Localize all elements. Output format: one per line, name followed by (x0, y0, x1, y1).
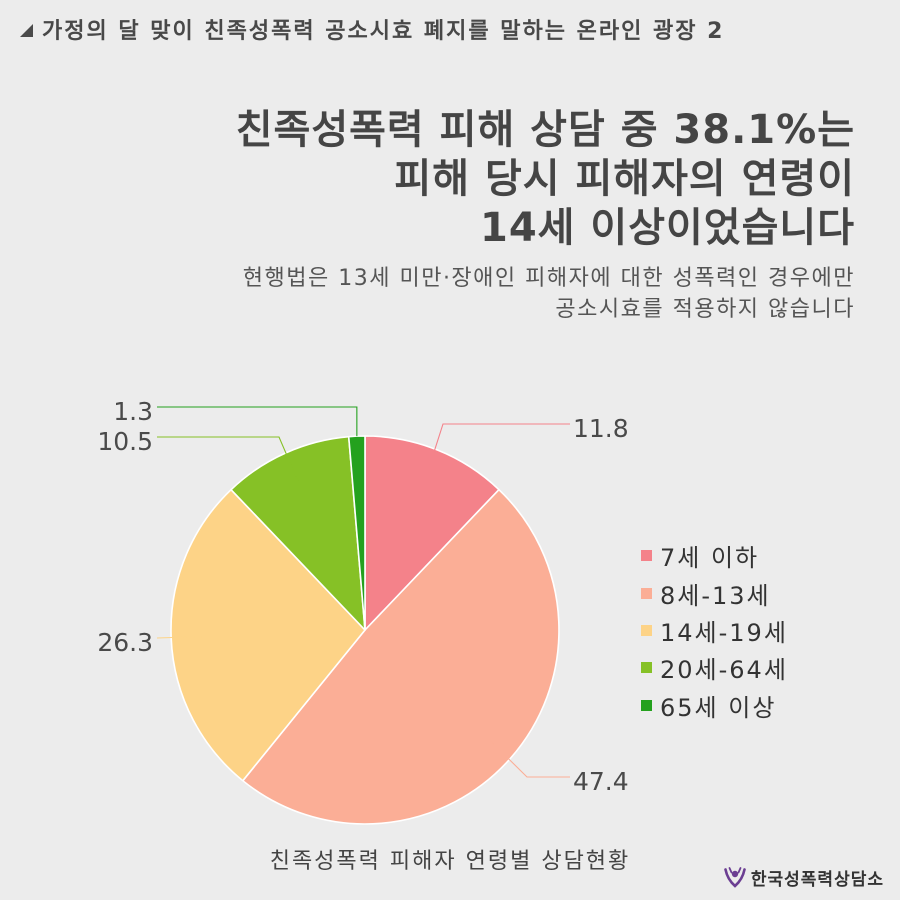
subheadline: 현행법은 13세 미만·장애인 피해자에 대한 성폭력인 경우에만 공소시효를 … (243, 263, 855, 325)
legend-item-age-14-to-19: 14세-19세 (641, 612, 788, 649)
leader-line-age-14-to-19 (156, 635, 205, 639)
legend-swatch-age-20-to-64 (641, 662, 652, 674)
data-labels: 11.8 47.4 26.3 10.5 1.3 (97, 397, 628, 796)
chart-legend: 7세 이하 8세-13세 14세-19세 20세-64세 65세 이상 (641, 537, 788, 724)
legend-item-age-8-to-13: 8세-13세 (641, 574, 788, 611)
headline-line-3: 14세 이상이었습니다 (480, 205, 855, 251)
legend-swatch-age-65-and-over (641, 699, 652, 711)
legend-label-age-65-and-over: 65세 이상 (660, 693, 777, 722)
leader-lines (156, 406, 570, 778)
data-label-age-20-to-64: 10.5 (97, 427, 153, 456)
headline-line-2: 피해 당시 피해자의 연령이 (394, 156, 855, 202)
pie-chart: 11.8 47.4 26.3 10.5 1.3 (97, 397, 629, 825)
legend-swatch-age-14-to-19 (641, 624, 652, 636)
organization-name: 한국성폭력상담소 (750, 869, 884, 890)
leader-line-age-65-and-over (157, 406, 358, 437)
data-label-age-65-and-over: 1.3 (113, 397, 153, 426)
chart-caption: 친족성폭력 피해자 연령별 상담현황 (269, 849, 631, 874)
headline-line-1: 친족성폭력 피해 상담 중 38.1%는 (235, 107, 855, 153)
leader-line-age-20-to-64 (157, 436, 300, 484)
pie-slice-age-8-to-13 (242, 488, 560, 825)
legend-swatch-age-7-and-under (641, 550, 652, 562)
subheadline-line-2: 공소시효를 적용하지 않습니다 (555, 297, 855, 322)
legend-item-age-20-to-64: 20세-64세 (641, 649, 788, 686)
series-header: 가정의 달 맞이 친족성폭력 공소시효 폐지를 말하는 온라인 광장 2 (20, 14, 724, 44)
data-label-age-8-to-13: 47.4 (573, 767, 629, 796)
leader-line-age-8-to-13 (485, 735, 570, 778)
pie-slice-age-7-and-under (364, 435, 500, 631)
pie-slices (170, 435, 560, 825)
subheadline-line-1: 현행법은 13세 미만·장애인 피해자에 대한 성폭력인 경우에만 (242, 266, 855, 291)
counseling-center-logo-icon (723, 866, 747, 888)
legend-item-age-7-and-under: 7세 이하 (641, 537, 788, 574)
legend-label-age-8-to-13: 8세-13세 (660, 581, 771, 610)
series-header-text: 가정의 달 맞이 친족성폭력 공소시효 폐지를 말하는 온라인 광장 2 (42, 19, 725, 44)
data-label-age-14-to-19: 26.3 (97, 628, 153, 657)
legend-swatch-age-8-to-13 (641, 587, 652, 599)
leader-line-age-7-and-under (424, 423, 570, 481)
headline: 친족성폭력 피해 상담 중 38.1%는 피해 당시 피해자의 연령이 14세 … (236, 106, 855, 253)
organization-logo: 한국성폭력상담소 (723, 865, 884, 890)
legend-label-age-7-and-under: 7세 이하 (660, 544, 760, 573)
legend-label-age-14-to-19: 14세-19세 (660, 618, 788, 647)
corner-triangle-icon (20, 24, 33, 37)
legend-label-age-20-to-64: 20세-64세 (660, 656, 788, 685)
legend-item-age-65-and-over: 65세 이상 (641, 687, 788, 724)
data-label-age-7-and-under: 11.8 (573, 414, 629, 443)
